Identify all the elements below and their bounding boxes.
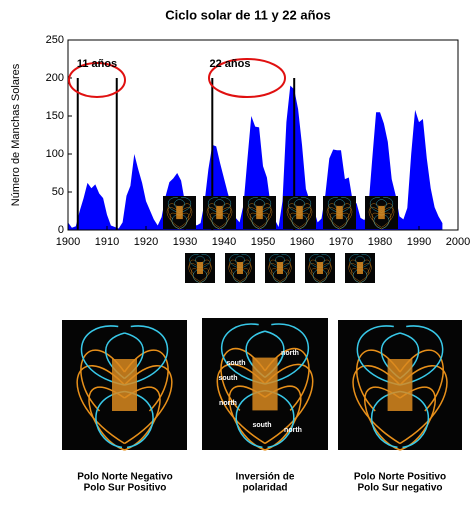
y-tick-label: 100 <box>46 148 64 160</box>
x-tick-label: 1950 <box>251 236 275 248</box>
field-label: south <box>226 360 245 367</box>
annotation: 22 años <box>210 58 251 70</box>
thumbnails <box>163 196 398 283</box>
y-tick-label: 150 <box>46 110 64 122</box>
annotation: 11 años <box>77 58 117 70</box>
x-tick-label: 1930 <box>173 236 197 248</box>
caption: Polo Norte Negativo <box>77 472 173 483</box>
chart-title: Ciclo solar de 11 y 22 años <box>165 7 330 22</box>
field-label: south <box>218 375 237 382</box>
field-label: south <box>252 422 271 429</box>
field-label: north <box>284 427 302 434</box>
figure: Ciclo solar de 11 y 22 años Número de Ma… <box>0 0 474 500</box>
field-label: north <box>219 400 237 407</box>
x-tick-label: 1940 <box>212 236 236 248</box>
y-axis-label: Número de Manchas Solares <box>10 63 22 206</box>
field-label: north <box>281 350 299 357</box>
x-tick-label: 1960 <box>290 236 314 248</box>
caption: Polo Norte Positivo <box>354 472 446 483</box>
y-tick-label: 0 <box>58 224 64 236</box>
field-images <box>62 318 462 450</box>
y-tick-label: 50 <box>52 186 64 198</box>
caption: Polo Sur Positivo <box>84 483 167 494</box>
y-tick-label: 250 <box>46 34 64 46</box>
caption: Polo Sur negativo <box>357 483 442 494</box>
x-tick-label: 1970 <box>329 236 353 248</box>
x-tick-label: 1980 <box>368 236 392 248</box>
caption: polaridad <box>242 483 287 494</box>
caption: Inversión de <box>236 472 295 483</box>
x-tick-label: 1920 <box>134 236 158 248</box>
x-tick-label: 1910 <box>95 236 119 248</box>
x-tick-label: 2000 <box>446 236 470 248</box>
y-tick-label: 200 <box>46 72 64 84</box>
x-tick-label: 1900 <box>56 236 80 248</box>
x-tick-label: 1990 <box>407 236 431 248</box>
